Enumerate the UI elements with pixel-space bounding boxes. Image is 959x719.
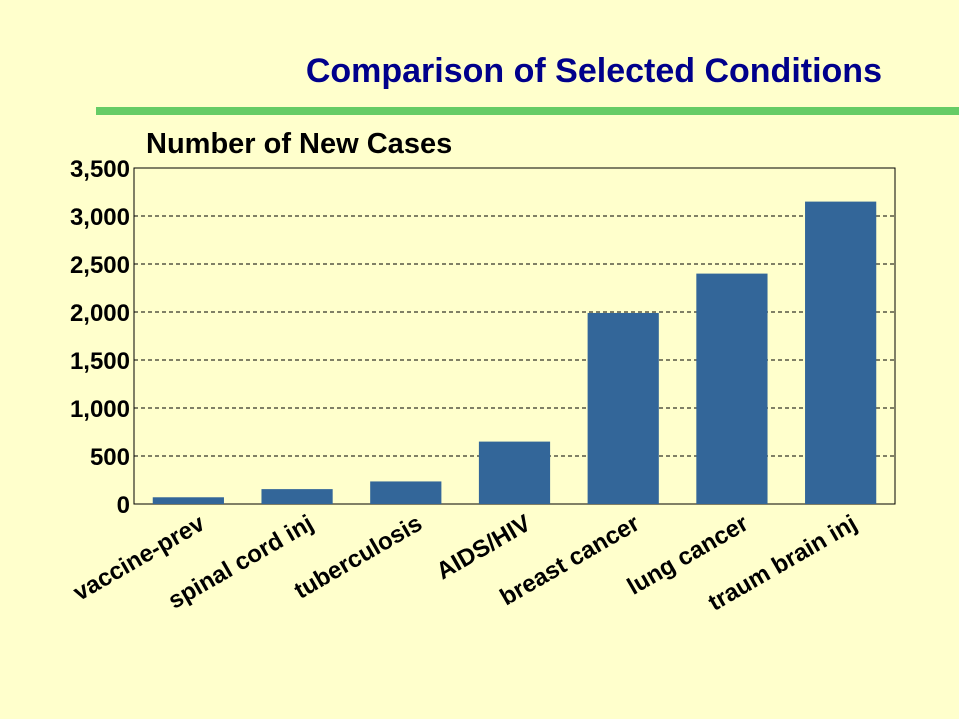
y-tick-label: 0 (117, 492, 130, 519)
y-tick-label: 3,500 (70, 156, 130, 183)
bars (152, 201, 877, 504)
y-tick-label: 1,500 (70, 348, 130, 375)
bar-vaccine-prev (152, 497, 224, 504)
y-tick-label: 3,000 (70, 204, 130, 231)
gridlines (134, 215, 895, 457)
bar-aids-hiv (478, 441, 551, 504)
y-tick-label: 2,500 (70, 252, 130, 279)
bar-lung-cancer (696, 273, 768, 504)
bar-spinal-cord-inj (261, 489, 333, 504)
y-tick-label: 500 (90, 444, 130, 471)
bar-breast-cancer (587, 312, 659, 504)
y-tick-labels: 0 500 1,000 1,500 2,000 2,500 3,000 3,500 (70, 156, 130, 519)
bar-tuberculosis (370, 481, 442, 504)
slide-title: Comparison of Selected Conditions (305, 52, 882, 90)
title-divider (96, 107, 959, 115)
y-tick-label: 1,000 (70, 396, 130, 423)
bar-traum-brain-inj (805, 201, 877, 504)
y-tick-label: 2,000 (70, 300, 130, 327)
y-axis-label: Number of New Cases (146, 128, 453, 160)
